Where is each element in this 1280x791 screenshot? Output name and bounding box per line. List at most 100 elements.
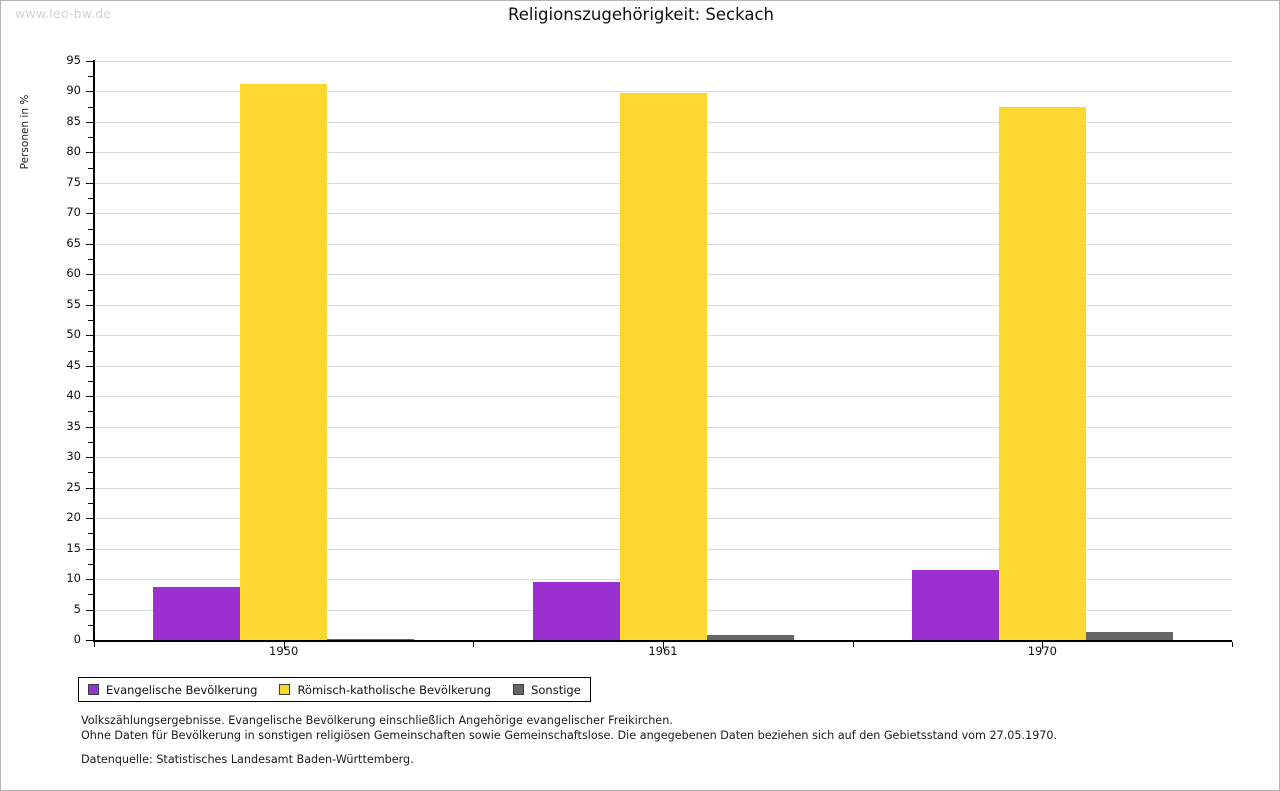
y-axis-label: Personen in % — [19, 94, 31, 170]
y-axis-minor-tick — [88, 76, 94, 78]
y-axis-tick — [86, 609, 94, 611]
y-axis-tick — [86, 426, 94, 428]
y-axis-tick — [86, 365, 94, 367]
plot-area — [94, 61, 1232, 640]
y-axis-tick-label: 65 — [66, 235, 81, 250]
bar-1950-2[interactable] — [240, 84, 328, 640]
y-axis-minor-tick — [88, 594, 94, 596]
y-axis-tick — [86, 243, 94, 245]
y-axis-tick-label: 55 — [66, 296, 81, 311]
bar-1950-1[interactable] — [153, 586, 241, 640]
y-axis-minor-tick — [88, 502, 94, 504]
legend-item-3[interactable]: Sonstige — [513, 683, 581, 697]
x-axis-minor-tick — [852, 642, 854, 647]
x-axis-line — [94, 640, 1232, 642]
y-axis-tick-label: 50 — [66, 327, 81, 342]
bar-1961-3[interactable] — [706, 635, 794, 640]
y-axis-minor-tick — [88, 289, 94, 291]
bar-1961-2[interactable] — [619, 93, 707, 640]
x-axis-tick-label: 1950 — [269, 644, 299, 658]
y-axis-minor-tick — [88, 472, 94, 474]
legend-item-label: Römisch-katholische Bevölkerung — [297, 682, 492, 697]
y-axis-tick-label: 35 — [66, 418, 81, 433]
y-axis-tick — [86, 457, 94, 459]
y-axis-tick — [86, 213, 94, 215]
y-axis-minor-tick — [88, 137, 94, 139]
y-axis-minor-tick — [88, 411, 94, 413]
bar-1970-1[interactable] — [911, 569, 999, 640]
gridline — [94, 61, 1232, 62]
y-axis-minor-tick — [88, 563, 94, 565]
x-axis-tick-label: 1961 — [648, 644, 678, 658]
y-axis-minor-tick — [88, 198, 94, 200]
y-axis-tick — [86, 518, 94, 520]
x-axis-tick-label: 1970 — [1027, 644, 1057, 658]
y-axis-minor-tick — [88, 533, 94, 535]
legend-item-label: Evangelische Bevölkerung — [106, 682, 258, 697]
y-axis-tick — [86, 548, 94, 550]
legend-swatch-icon — [88, 684, 99, 695]
legend-swatch-icon — [513, 684, 525, 695]
y-axis-minor-tick — [88, 320, 94, 322]
y-axis-minor-tick — [88, 441, 94, 443]
y-axis-tick-label: 20 — [66, 510, 81, 525]
legend-item-1[interactable]: Evangelische Bevölkerung — [88, 683, 257, 697]
y-axis-tick-label: 15 — [66, 540, 81, 555]
x-axis-tick — [1042, 642, 1044, 649]
y-axis-tick — [86, 640, 94, 641]
y-axis-minor-tick — [88, 228, 94, 230]
x-axis-minor-tick — [94, 642, 95, 647]
y-axis-tick — [86, 91, 94, 93]
y-axis-tick-label: 80 — [66, 144, 81, 159]
bar-1961-1[interactable] — [532, 582, 620, 640]
footnote-line-1: Volkszählungsergebnisse. Evangelische Be… — [81, 714, 673, 727]
x-axis-minor-tick — [1232, 642, 1233, 647]
y-axis-tick-label: 45 — [66, 357, 81, 372]
y-axis-tick-label: 75 — [66, 174, 81, 189]
bar-1950-3[interactable] — [327, 638, 415, 640]
legend-item-label: Sonstige — [531, 682, 581, 697]
y-axis-minor-tick — [88, 624, 94, 626]
y-axis-tick — [86, 396, 94, 398]
footnote-line-2: Ohne Daten für Bevölkerung in sonstigen … — [81, 729, 1058, 742]
y-axis-tick-label: 90 — [66, 83, 81, 98]
y-axis-tick-label: 25 — [66, 479, 81, 494]
footnote-block: Volkszählungsergebnisse. Evangelische Be… — [81, 713, 1057, 743]
x-axis-tick — [663, 642, 664, 649]
x-axis-tick — [283, 642, 285, 649]
y-axis-tick-label: 60 — [66, 266, 81, 281]
y-axis-minor-tick — [88, 259, 94, 261]
y-axis-minor-tick — [88, 350, 94, 352]
y-axis-tick-label: 40 — [66, 388, 81, 403]
y-axis-minor-tick — [88, 380, 94, 382]
y-axis-tick-label: 95 — [66, 53, 81, 67]
y-axis-tick — [86, 152, 94, 154]
y-axis-tick-label: 5 — [73, 601, 81, 616]
page-title: Religionszugehörigkeit: Seckach — [508, 5, 774, 24]
y-axis-tick-label: 85 — [66, 113, 81, 128]
y-axis-tick-label: 30 — [66, 449, 81, 464]
bar-1970-2[interactable] — [998, 106, 1086, 640]
y-axis-tick-label: 70 — [66, 205, 81, 220]
y-axis-tick-label: 10 — [66, 571, 81, 586]
data-source-note: Datenquelle: Statistisches Landesamt Bad… — [81, 753, 414, 766]
y-axis-tick — [86, 335, 94, 337]
y-axis-tick — [86, 121, 94, 123]
y-axis-minor-tick — [88, 106, 94, 108]
y-axis-tick — [86, 182, 94, 184]
gridline — [94, 91, 1232, 93]
x-axis-minor-tick — [473, 642, 475, 647]
y-axis-tick — [86, 61, 94, 62]
legend-item-2[interactable]: Römisch-katholische Bevölkerung — [279, 683, 491, 697]
y-axis-tick — [86, 487, 94, 489]
y-axis-tick — [86, 579, 94, 581]
y-axis-tick — [86, 274, 94, 276]
y-axis-tick — [86, 304, 94, 306]
y-axis-minor-tick — [88, 167, 94, 169]
y-axis-line — [93, 60, 95, 642]
bar-1970-3[interactable] — [1085, 632, 1173, 640]
y-axis-tick-label: 0 — [73, 632, 81, 646]
watermark-text: www.leo-bw.de — [15, 6, 112, 21]
chart-legend: Evangelische Bevölkerung Römisch-katholis… — [78, 677, 591, 702]
